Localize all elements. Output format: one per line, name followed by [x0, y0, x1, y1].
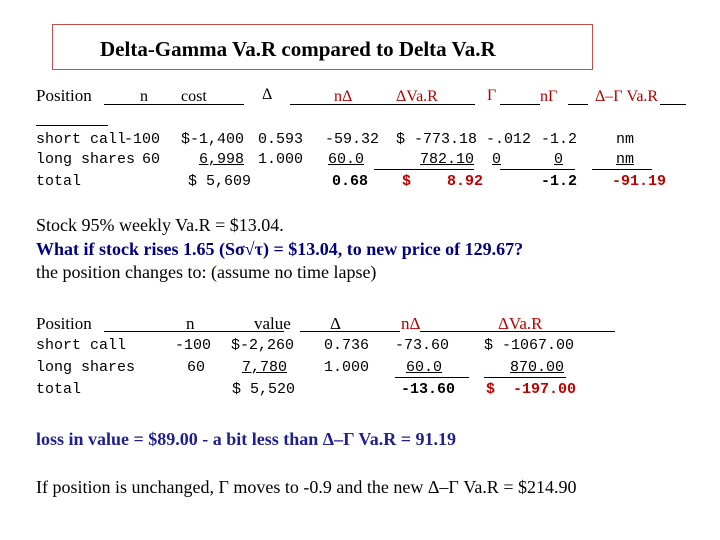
t2-r1-delta: 0.736: [324, 337, 370, 354]
t2-r3-n-delta: -13.60: [401, 381, 456, 398]
t2-r1-value: $-2,260: [231, 337, 295, 354]
t1-r2-rule-c: [592, 169, 652, 170]
t1-r2-dg-var: nm: [616, 151, 635, 168]
t2-header-rule-2: [300, 331, 400, 332]
t1-header-n: n: [140, 88, 148, 105]
t1-r2-delta-var: 782.10: [420, 151, 475, 168]
t1-r1-n: -100: [123, 131, 160, 148]
t2-r2-delta: 1.000: [324, 359, 370, 376]
t2-header-value: value: [254, 314, 291, 333]
t1-r3-cost: $ 5,609: [188, 173, 252, 190]
t1-header-delta-var: ΔVa.R: [396, 88, 438, 105]
t2-r2-position: long shares: [36, 359, 136, 376]
t1-r2-cost: 6,998: [199, 151, 245, 168]
t1-r1-position: short call: [36, 131, 127, 148]
t1-r2-n-gamma: 0: [554, 151, 564, 168]
t2-r2-rule-b: [484, 377, 566, 378]
t2-header-delta-var: ΔVa.R: [498, 314, 543, 333]
t1-r2-position: long shares: [36, 151, 136, 168]
t1-header-rule-5: [660, 104, 686, 105]
t2-header-rule-1: [104, 331, 284, 332]
t1-header-rule-2: [290, 104, 475, 105]
t1-header-rule-3: [500, 104, 540, 105]
t1-r3-dg-var: -91.19: [612, 173, 667, 190]
t1-header-position: Position: [36, 86, 92, 105]
note-what-if: What if stock rises 1.65 (Sσ√τ) = $13.04…: [36, 239, 524, 259]
t1-r1-dg-var: nm: [616, 131, 635, 148]
t2-header-n: n: [186, 314, 195, 333]
t1-r3-position: total: [36, 173, 82, 190]
t1-r1-n-gamma: -1.2: [541, 131, 578, 148]
t1-r2-n-delta: 60.0: [328, 151, 365, 168]
t1-r1-delta: 0.593: [258, 131, 304, 148]
t2-r2-n: 60: [187, 359, 206, 376]
t1-r1-n-delta: -59.32: [325, 131, 380, 148]
t1-position-rule: [36, 125, 108, 126]
t1-r2-delta: 1.000: [258, 151, 304, 168]
t1-r1-gamma: -.012: [486, 131, 532, 148]
t1-header-delta: Δ: [262, 86, 273, 103]
t2-r3-delta-var: $ -197.00: [486, 381, 577, 398]
t1-r1-cost: $-1,400: [181, 131, 245, 148]
t1-r3-delta-var: $ 8.92: [402, 173, 484, 190]
page-title: Delta-Gamma Va.R compared to Delta Va.R: [100, 37, 496, 61]
t2-header-n-delta: nΔ: [401, 314, 421, 333]
t1-header-rule-4: [568, 104, 588, 105]
t2-r1-n: -100: [175, 337, 212, 354]
t1-r2-rule-b: [500, 169, 575, 170]
conclusion-text: loss in value = $89.00 - a bit less than…: [36, 429, 456, 449]
note-position-changes: the position changes to: (assume no time…: [36, 262, 377, 282]
t1-r2-n: 60: [141, 151, 160, 168]
t1-header-rule-1: [104, 104, 244, 105]
t2-header-rule-3: [420, 331, 615, 332]
t2-r1-position: short call: [36, 337, 127, 354]
t2-r2-delta-var: 870.00: [510, 359, 565, 376]
t1-header-n-delta: nΔ: [334, 88, 353, 105]
t1-header-gamma: Γ: [487, 87, 497, 104]
note-stock-var: Stock 95% weekly Va.R = $13.04.: [36, 215, 284, 235]
t2-r1-delta-var: $ -1067.00: [484, 337, 575, 354]
t2-r1-n-delta: -73.60: [395, 337, 450, 354]
t2-r3-position: total: [36, 381, 82, 398]
t1-header-dg-var: Δ–Γ Va.R: [595, 88, 659, 105]
t2-r2-n-delta: 60.0: [406, 359, 443, 376]
footer-text: If position is unchanged, Γ moves to -0.…: [36, 477, 577, 497]
t2-header-delta: Δ: [330, 314, 341, 333]
t2-header-position: Position: [36, 314, 92, 333]
t1-r1-delta-var: $ -773.18: [396, 131, 478, 148]
t1-r3-n-gamma: -1.2: [541, 173, 578, 190]
title-box: [52, 24, 593, 70]
t1-r2-gamma: 0: [492, 151, 502, 168]
t1-header-cost: cost: [181, 88, 207, 105]
t1-header-n-gamma: nΓ: [540, 88, 558, 105]
t1-r3-n-delta: 0.68: [332, 173, 369, 190]
t2-r2-value: 7,780: [242, 359, 288, 376]
t2-r2-rule-a: [395, 377, 469, 378]
t1-r2-rule-a: [374, 169, 474, 170]
t2-r3-value: $ 5,520: [232, 381, 296, 398]
